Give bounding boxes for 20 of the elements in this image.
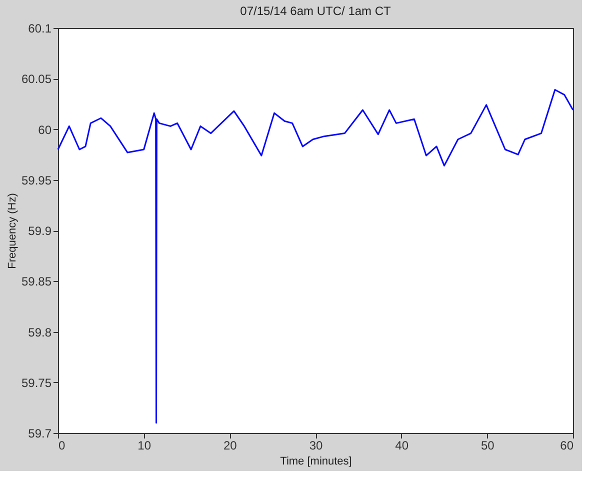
y-tick-label: 59.75 [21,376,52,390]
x-tick-label: 20 [223,438,238,452]
y-tick-label: 60.05 [21,72,52,86]
y-tick-label: 59.85 [21,274,52,289]
y-axis-title: Frequency (Hz) [6,193,18,269]
y-tick-label: 60 [38,122,52,137]
y-tick-label: 59.8 [28,325,52,340]
x-tick-label: 60 [560,438,574,452]
y-tick-label: 59.7 [28,426,52,440]
y-tick-label: 59.9 [28,224,52,238]
line-series [57,89,574,424]
x-tick-label: 0 [58,438,66,452]
x-tick-label: 10 [138,438,152,452]
x-tick-label: 30 [309,438,323,452]
chart-title: 07/15/14 6am UTC/ 1am CT [240,4,392,18]
x-tick-label: 40 [395,438,409,452]
x-tick-label: 50 [480,438,495,452]
y-tick-label: 59.95 [21,173,52,188]
y-tick-label: 60.1 [28,22,52,36]
x-axis-title: Time [minutes] [280,456,352,468]
